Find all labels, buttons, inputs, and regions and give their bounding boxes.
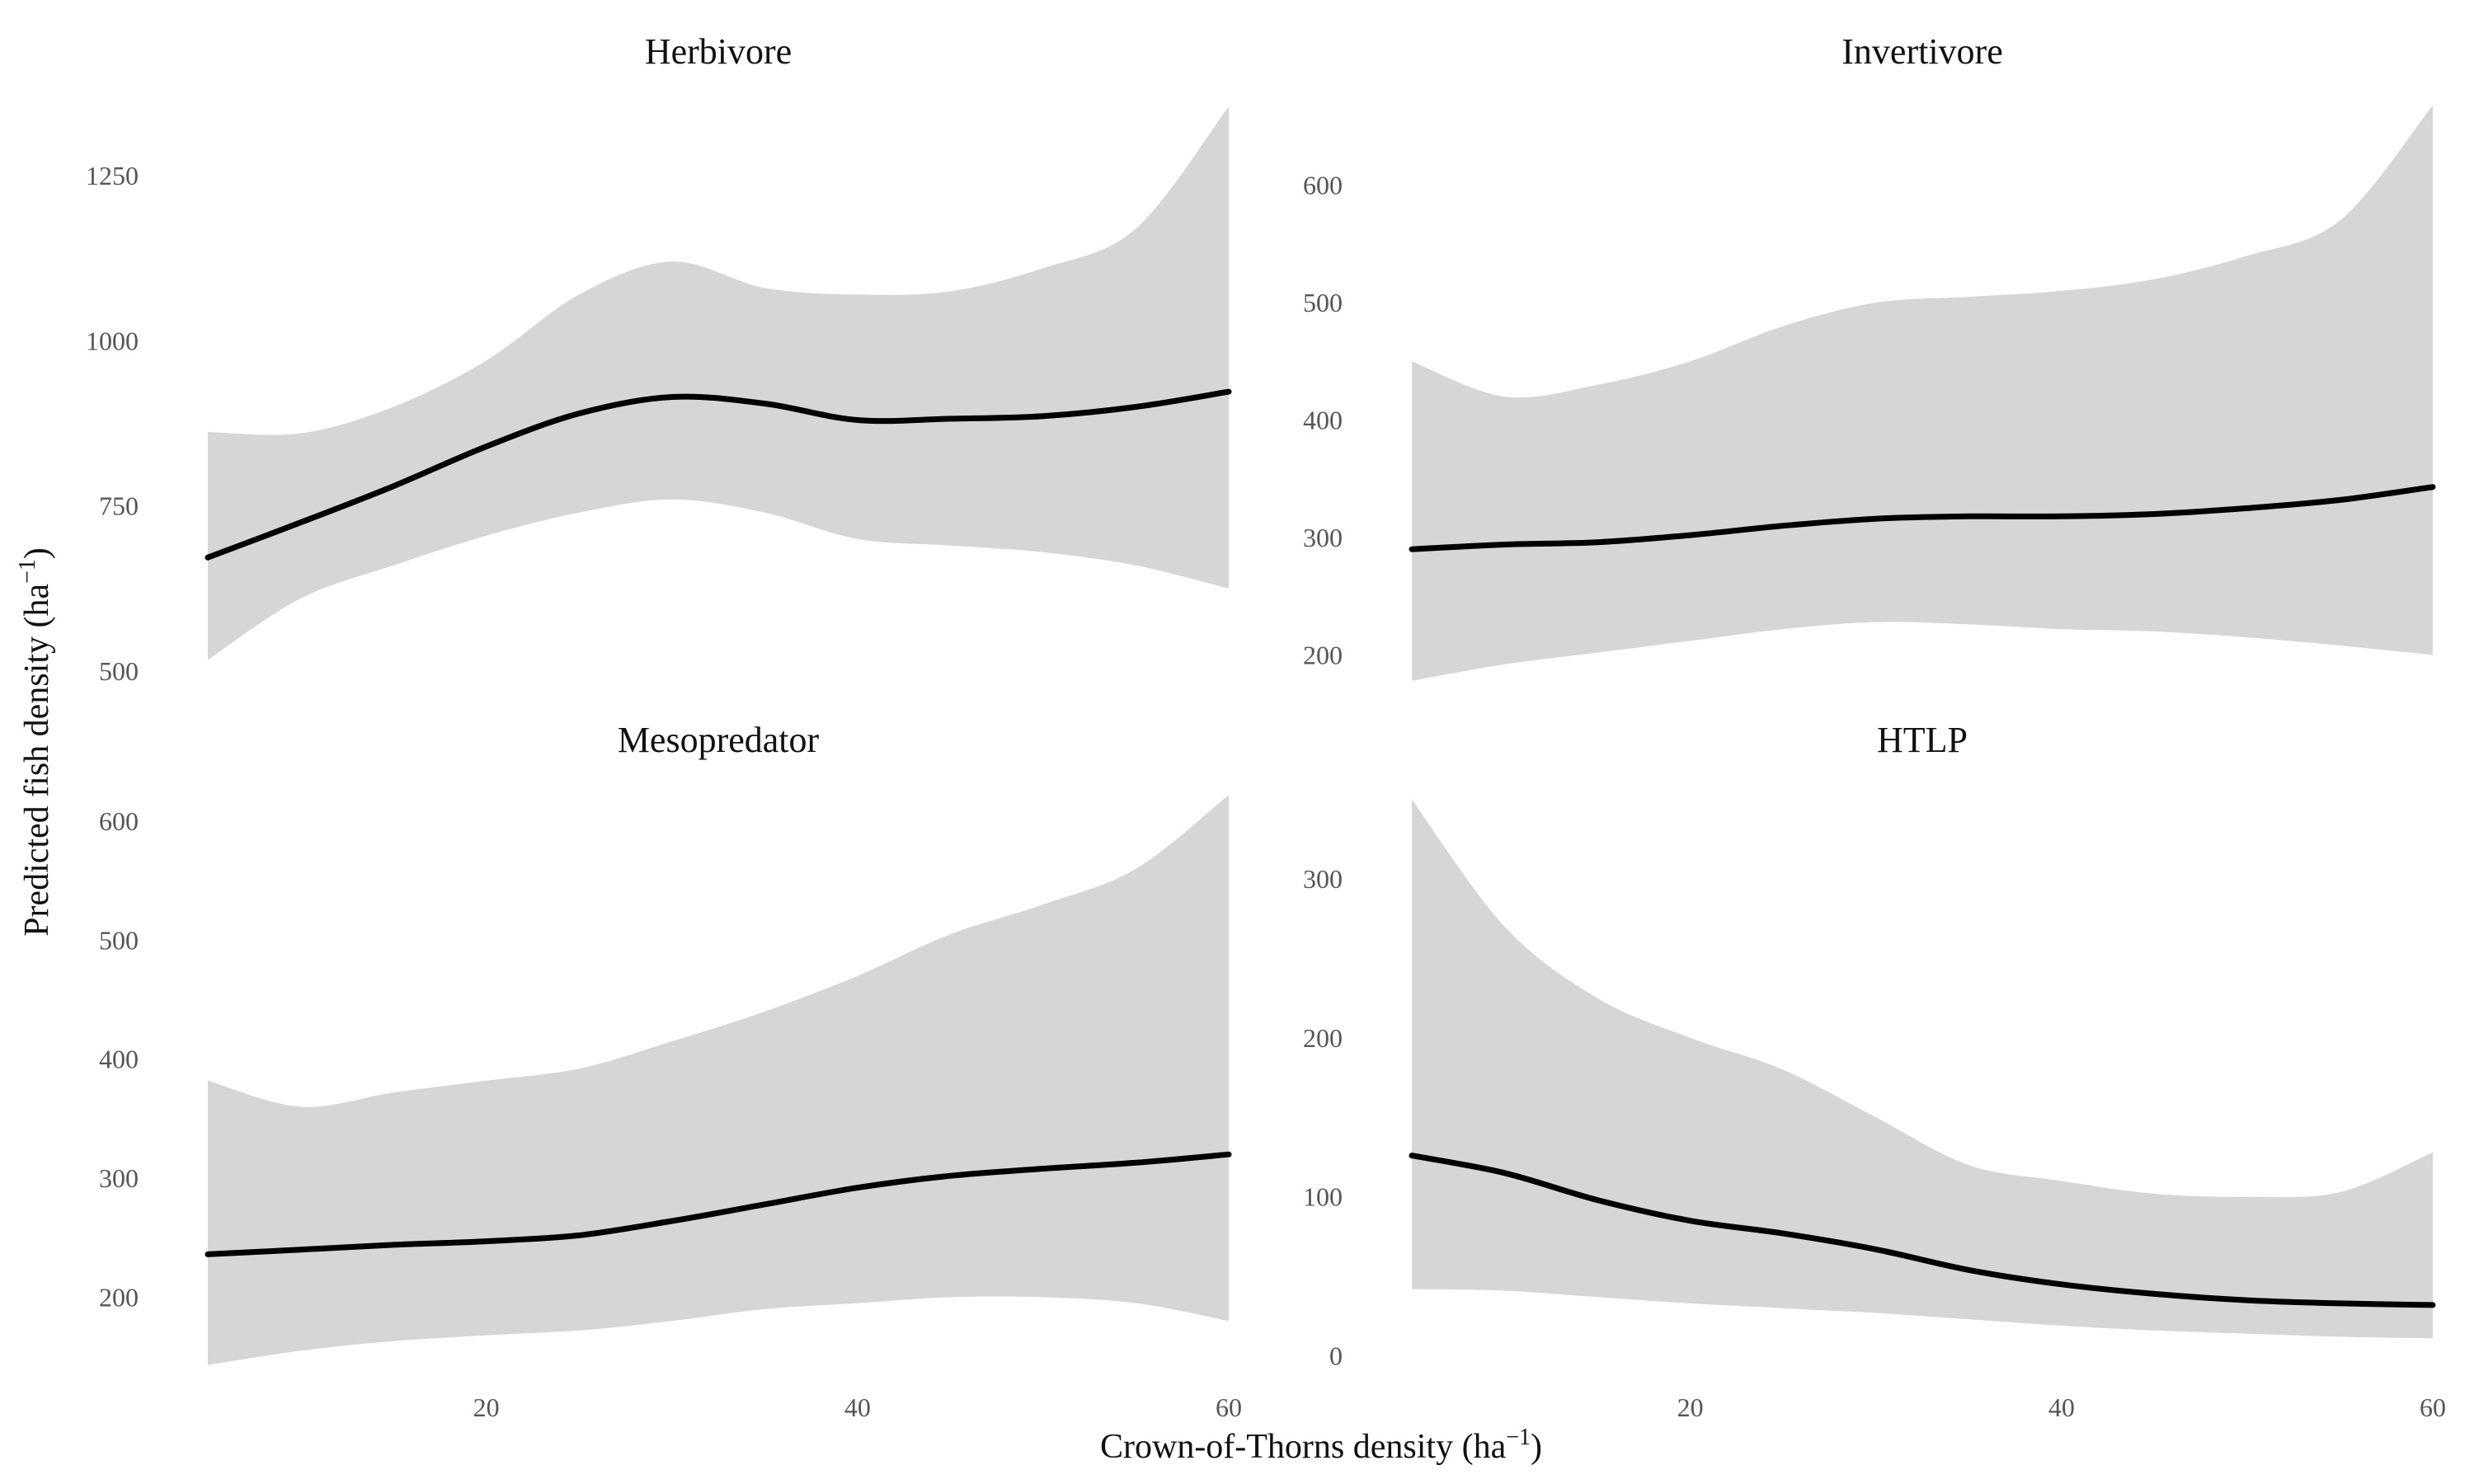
y-tick-label-htlp: 300 [1303,864,1343,894]
y-tick-label-herbivore: 1250 [86,161,139,190]
y-tick-label-invertivore: 200 [1303,640,1343,669]
y-axis-label-close: ) [18,547,56,559]
confidence-ribbon-herbivore [208,106,1229,660]
y-tick-label-htlp: 100 [1303,1182,1343,1212]
panel-title-herbivore: Herbivore [645,31,792,72]
y-tick-label-htlp: 0 [1329,1341,1343,1371]
y-tick-label-herbivore: 1000 [86,326,139,355]
panel-invertivore: Invertivore 200 300 400 500 600 [1303,31,2436,681]
y-axis-label-text: Predicted fish density (ha [18,584,56,937]
x-tick-label-mesopredator: 60 [1216,1392,1242,1422]
y-tick-label-invertivore: 600 [1303,171,1343,200]
x-tick-label-htlp: 40 [2048,1392,2075,1422]
fitted-line-invertivore [1409,484,2436,552]
x-axis-label-close: ) [1531,1428,1542,1466]
fitted-line-mesopredator [205,1151,1232,1257]
panel-title-invertivore: Invertivore [1841,31,2002,72]
x-axis-label-text: Crown-of-Thorns density (ha [1100,1428,1507,1466]
y-tick-label-herbivore: 500 [99,656,139,686]
y-tick-label-invertivore: 300 [1303,523,1343,552]
x-axis-label-superscript: −1 [1506,1425,1531,1450]
x-tick-label-mesopredator: 40 [844,1392,871,1422]
y-tick-label-mesopredator: 600 [99,806,139,836]
y-tick-label-invertivore: 400 [1303,406,1343,435]
y-tick-label-mesopredator: 200 [99,1282,139,1312]
confidence-ribbon-mesopredator [208,795,1229,1365]
y-tick-label-mesopredator: 500 [99,925,139,955]
fitted-line-herbivore [205,388,1232,561]
y-axis-label: Predicted fish density (ha−1) [15,547,56,937]
x-tick-label-htlp: 60 [2420,1392,2446,1422]
panels-layer: Herbivore50075010001250Invertivore200300… [86,31,2446,1422]
x-tick-label-mesopredator: 20 [473,1392,500,1422]
panel-title-htlp: HTLP [1877,720,1968,760]
y-axis-label-superscript: −1 [15,559,40,584]
x-tick-label-htlp: 20 [1677,1392,1704,1422]
panel-herbivore: Herbivore 500 750 1000 1250 [86,31,1232,686]
y-tick-label-htlp: 200 [1303,1023,1343,1053]
y-tick-label-herbivore: 750 [99,491,139,521]
y-tick-label-mesopredator: 400 [99,1045,139,1074]
confidence-ribbon-htlp [1412,799,2433,1339]
panel-title-mesopredator: Mesopredator [618,720,820,760]
y-tick-label-mesopredator: 300 [99,1163,139,1193]
confidence-ribbon-invertivore [1412,105,2433,681]
panel-mesopredator: Mesopredator 200 300 400 500 600 20 40 60 [99,720,1242,1422]
panel-htlp: HTLP 0 100 200 300 20 40 60 [1303,720,2446,1422]
x-axis-label: Crown-of-Thorns density (ha−1) [1100,1425,1542,1466]
y-tick-label-invertivore: 500 [1303,288,1343,317]
fitted-line-htlp [1409,1153,2436,1308]
